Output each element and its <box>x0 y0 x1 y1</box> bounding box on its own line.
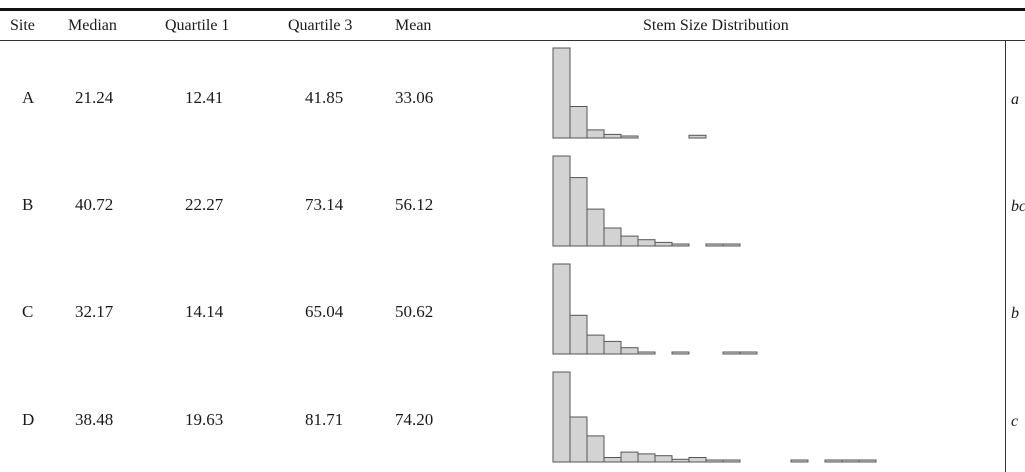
histogram-bar <box>654 455 673 463</box>
histogram-bar <box>569 106 588 139</box>
histogram-bar <box>671 458 690 463</box>
header-median: Median <box>68 17 117 34</box>
histogram-bar <box>603 227 622 247</box>
histogram-bar <box>824 459 843 463</box>
header-mean: Mean <box>395 17 432 34</box>
histogram-bar <box>603 340 622 355</box>
histogram-bar <box>637 239 656 247</box>
quartile-3-cell: 65.04 <box>305 302 344 321</box>
stem-size-histogram <box>545 260 965 360</box>
site-cell: C <box>22 302 34 321</box>
quartile-1-cell: 12.41 <box>185 88 224 107</box>
median-cell: 32.17 <box>75 302 114 321</box>
histogram-bar <box>705 459 724 463</box>
histogram-bar <box>569 314 588 355</box>
mean-cell: 33.06 <box>395 88 434 107</box>
quartile-1-cell: 22.27 <box>185 195 224 214</box>
histogram-bar <box>722 243 741 247</box>
histogram-bar <box>620 235 639 247</box>
quartile-3-cell: 73.14 <box>305 195 344 214</box>
mean-cell: 74.20 <box>395 410 434 429</box>
significance-letter: c <box>1011 413 1019 430</box>
histogram-bar <box>654 241 673 247</box>
site-cell: B <box>22 195 34 214</box>
header-quartile-1: Quartile 1 <box>165 17 230 34</box>
histogram-bar <box>569 177 588 247</box>
quartile-1-cell: 19.63 <box>185 410 224 429</box>
histogram-bar <box>586 129 605 139</box>
histogram-bar <box>552 155 571 247</box>
header-rule <box>0 40 1025 41</box>
stem-size-histogram <box>545 368 965 468</box>
mean-cell: 56.12 <box>395 195 434 214</box>
histogram-bar <box>637 351 656 355</box>
column-divider <box>1005 40 1006 472</box>
quartile-3-cell: 41.85 <box>305 88 344 107</box>
table-top-rule <box>0 8 1025 11</box>
histogram-bar <box>858 459 877 463</box>
quartile-3-cell: 81.71 <box>305 410 344 429</box>
histogram-bar <box>586 334 605 355</box>
histogram-bar <box>603 457 622 463</box>
quartile-1-cell: 14.14 <box>185 302 224 321</box>
histogram-bar <box>620 135 639 139</box>
stem-size-histogram <box>545 152 965 252</box>
histogram-bar <box>620 451 639 463</box>
histogram-bar <box>552 371 571 463</box>
histogram-bar <box>586 208 605 247</box>
histogram-bar <box>722 459 741 463</box>
histogram-bar <box>552 47 571 139</box>
header-quartile-3: Quartile 3 <box>288 17 353 34</box>
histogram-bar <box>841 459 860 463</box>
significance-letter: b <box>1011 305 1019 322</box>
stem-size-histogram <box>545 44 965 144</box>
median-cell: 21.24 <box>75 88 114 107</box>
histogram-bar <box>739 351 758 355</box>
histogram-bar <box>569 416 588 463</box>
site-cell: D <box>22 410 35 429</box>
histogram-bar <box>705 243 724 247</box>
header-site: Site <box>10 17 35 34</box>
histogram-bar <box>637 453 656 463</box>
median-cell: 38.48 <box>75 410 114 429</box>
histogram-bar <box>688 457 707 463</box>
histogram-bar <box>722 351 741 355</box>
histogram-bar <box>671 243 690 247</box>
significance-letter: bc <box>1011 198 1025 215</box>
histogram-bar <box>586 435 605 463</box>
histogram-bar <box>790 459 809 463</box>
mean-cell: 50.62 <box>395 302 434 321</box>
histogram-bar <box>552 263 571 355</box>
histogram-bar <box>620 347 639 355</box>
histogram-bar <box>671 351 690 355</box>
histogram-bar <box>688 134 707 139</box>
histogram-bar <box>603 133 622 139</box>
median-cell: 40.72 <box>75 195 114 214</box>
significance-letter: a <box>1011 91 1019 108</box>
header-stem-size-distribution: Stem Size Distribution <box>643 17 789 34</box>
site-cell: A <box>22 88 35 107</box>
